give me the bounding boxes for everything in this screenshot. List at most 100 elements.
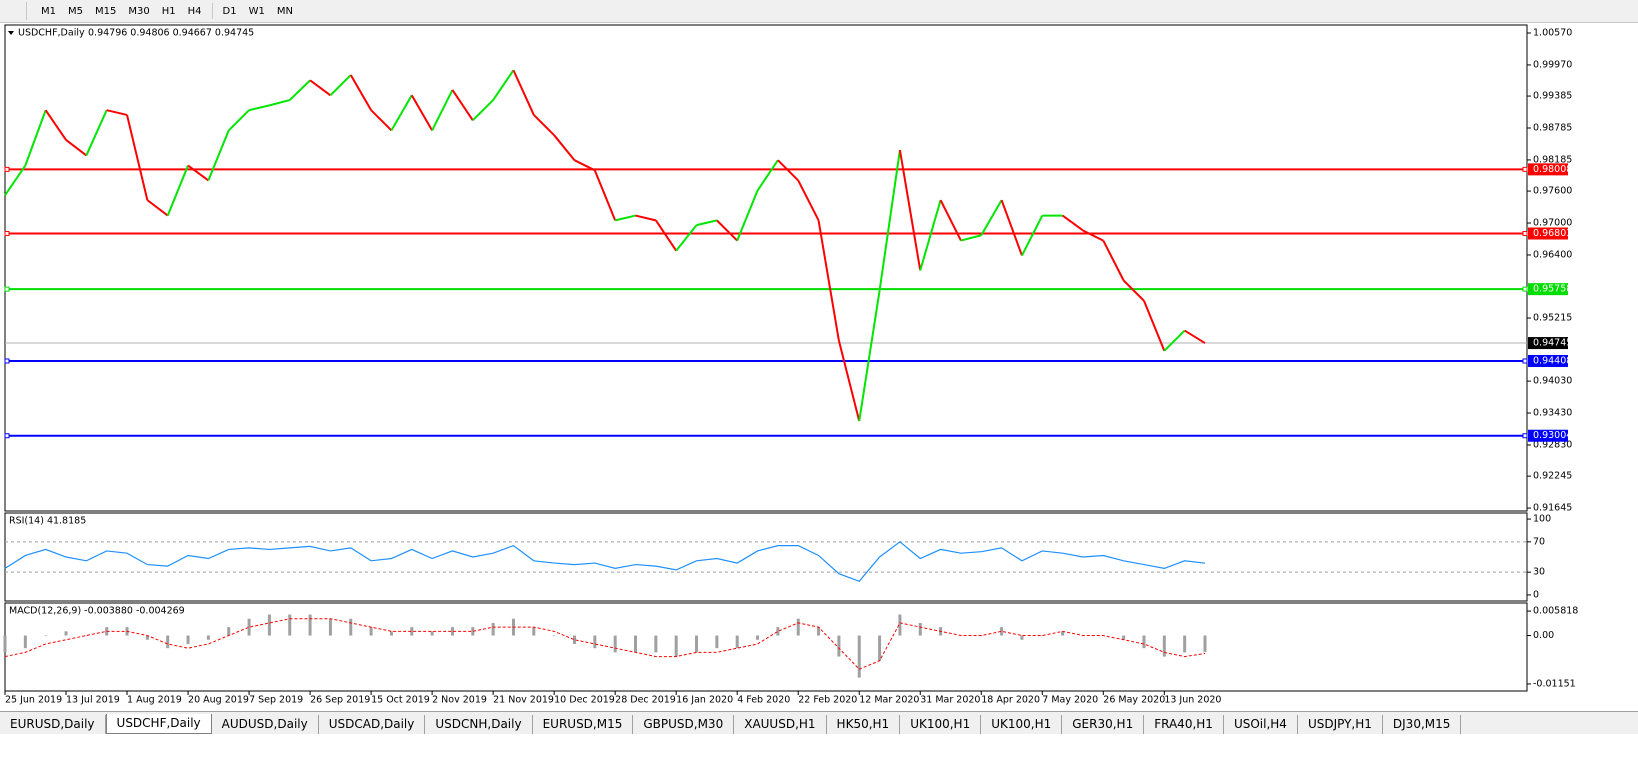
rsi-line	[4, 541, 1206, 582]
macd-bar	[572, 635, 576, 644]
chart-tab[interactable]: GER30,H1	[1062, 715, 1145, 734]
price-segment	[939, 199, 962, 242]
macd-bar	[1122, 635, 1126, 640]
timeframe-button[interactable]: MN	[276, 5, 293, 17]
level-handle	[1522, 433, 1528, 439]
y-tick-label: 0.97600	[1533, 186, 1572, 197]
level-label-box	[1528, 429, 1568, 442]
price-segment	[410, 94, 433, 131]
macd-bar	[267, 614, 271, 636]
price-segment	[390, 94, 413, 131]
price-segment	[146, 199, 169, 217]
timeframe-button[interactable]: M5	[68, 5, 83, 17]
price-segment	[349, 74, 372, 111]
chart-tab[interactable]: USOil,H4	[1224, 715, 1298, 734]
chart-tab[interactable]: DJ30,M15	[1383, 715, 1462, 734]
timeframe-button[interactable]: M30	[128, 5, 150, 17]
y-tick-label: 100	[1533, 514, 1551, 525]
macd-bar	[308, 614, 312, 636]
macd-bar	[837, 635, 841, 657]
y-tick-label: 0.98785	[1533, 123, 1572, 134]
level-handle	[4, 166, 10, 172]
rsi-panel	[4, 512, 1528, 602]
price-segment	[878, 149, 901, 291]
x-tick-label: 7 May 2020	[1042, 695, 1098, 706]
x-tick-label: 15 Oct 2019	[371, 695, 430, 706]
macd-bar	[166, 635, 170, 649]
macd-signal	[4, 618, 1206, 670]
chart-tab[interactable]: UK100,H1	[981, 715, 1063, 734]
level-label: 0.94408	[1533, 355, 1572, 366]
macd-bar	[878, 635, 882, 661]
x-tick-label: 16 Jan 2020	[676, 695, 733, 706]
macd-bar	[552, 635, 556, 637]
price-segment	[1102, 240, 1125, 281]
chart-tab[interactable]: USDCAD,Daily	[319, 715, 426, 734]
x-tick-label: 20 Aug 2019	[188, 695, 249, 706]
last-price-box	[1528, 337, 1568, 350]
price-segment	[593, 169, 617, 221]
macd-bar	[532, 627, 536, 636]
timeframe-button[interactable]: H1	[161, 5, 176, 17]
timeframe-button[interactable]: M15	[95, 5, 117, 17]
level-label: 0.96803	[1533, 228, 1572, 239]
timeframe-toolbar: M1 M5 M15 M30 H1 H4 D1 W1 MN	[0, 0, 1638, 23]
chart-tab[interactable]: USDCHF,Daily	[105, 714, 212, 734]
macd-bar	[756, 635, 760, 640]
chart-tab[interactable]: HK50,H1	[827, 715, 901, 734]
level-handle	[4, 286, 10, 292]
level-handle	[4, 231, 10, 237]
macd-bar	[410, 627, 414, 636]
toolbar-icon[interactable]	[0, 2, 27, 20]
y-tick-label: 70	[1533, 536, 1545, 547]
rsi-title: RSI(14) 41.8185	[9, 516, 86, 527]
macd-bar	[1203, 635, 1207, 652]
price-segment	[24, 109, 47, 166]
price-segment	[309, 79, 332, 97]
macd-bar	[735, 635, 739, 649]
macd-bar	[44, 635, 48, 637]
chart-tab[interactable]: EURUSD,M15	[533, 715, 634, 734]
level-handle	[1522, 286, 1528, 292]
chart-tab[interactable]: EURUSD,Daily	[0, 715, 106, 734]
x-tick-label: 7 Sep 2019	[249, 695, 303, 706]
price-segment	[1184, 329, 1206, 344]
macd-bar	[715, 635, 719, 649]
x-tick-label: 4 Feb 2020	[737, 695, 790, 706]
y-tick-label: 1.00570	[1533, 27, 1572, 38]
x-tick-label: 10 Dec 2019	[554, 695, 615, 706]
macd-bar	[471, 627, 475, 636]
chart-tab[interactable]: USDCNH,Daily	[425, 715, 533, 734]
timeframe-button[interactable]: D1	[222, 5, 237, 17]
price-segment	[370, 109, 393, 132]
price-segment	[919, 199, 942, 271]
macd-bar	[1162, 635, 1166, 657]
macd-bar	[247, 618, 251, 636]
timeframe-button[interactable]: W1	[248, 5, 265, 17]
y-tick-label: 0.98185	[1533, 154, 1572, 165]
chart-tab[interactable]: UK100,H1	[900, 715, 982, 734]
chart-tab[interactable]: XAUUSD,H1	[734, 715, 827, 734]
macd-bar	[1183, 635, 1187, 653]
macd-bar	[349, 618, 353, 636]
timeframe-button[interactable]: H4	[187, 5, 202, 17]
price-segment	[329, 74, 352, 96]
macd-bar	[1040, 635, 1044, 637]
price-segment	[797, 179, 820, 221]
chart-tab[interactable]: USDJPY,H1	[1298, 715, 1383, 734]
price-segment	[837, 340, 861, 422]
price-segment	[4, 164, 27, 196]
chart-tab[interactable]: AUDUSD,Daily	[212, 715, 319, 734]
macd-bar	[369, 627, 373, 636]
level-label-box	[1528, 283, 1568, 296]
timeframe-button[interactable]: M1	[41, 5, 56, 17]
chart-tab[interactable]: FRA40,H1	[1144, 715, 1224, 734]
level-handle	[1522, 166, 1528, 172]
price-segment	[756, 159, 779, 192]
chart-tab[interactable]: GBPUSD,M30	[633, 715, 735, 734]
macd-bar	[817, 627, 821, 636]
level-label-box	[1528, 354, 1568, 367]
price-segment	[898, 149, 922, 271]
y-tick-label: -0.01151	[1533, 678, 1576, 689]
